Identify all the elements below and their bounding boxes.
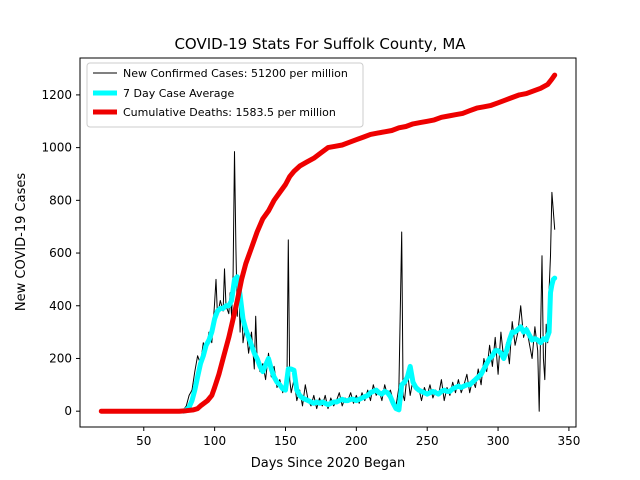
series-layer xyxy=(98,72,558,414)
legend-label-cumulative-deaths: Cumulative Deaths: 1583.5 per million xyxy=(123,106,336,119)
legend-label-new-cases: New Confirmed Cases: 51200 per million xyxy=(123,67,348,80)
chart-title: COVID-19 Stats For Suffolk County, MA xyxy=(174,35,466,53)
x-tick-label: 300 xyxy=(487,434,510,448)
x-tick-label: 200 xyxy=(345,434,368,448)
y-axis-label: New COVID-19 Cases xyxy=(14,173,29,311)
y-tick-label: 200 xyxy=(49,351,72,365)
x-tick-label: 150 xyxy=(274,434,297,448)
x-axis: 50 100 150 200 250 300 350 xyxy=(136,427,580,448)
x-tick-label: 350 xyxy=(557,434,580,448)
y-tick-label: 0 xyxy=(64,404,72,418)
x-tick-label: 50 xyxy=(136,434,151,448)
legend: New Confirmed Cases: 51200 per million 7… xyxy=(86,62,364,128)
series-7-day-average-line xyxy=(181,274,558,414)
plot-area: 50 100 150 200 250 300 350 0 200 400 600 800 1000 12… xyxy=(41,57,580,448)
x-tick-label: 100 xyxy=(203,434,226,448)
series-cumulative-deaths-line xyxy=(98,72,558,414)
legend-box xyxy=(86,62,364,128)
y-tick-label: 800 xyxy=(49,193,72,207)
y-tick-label: 1200 xyxy=(41,88,72,102)
legend-label-7-day-average: 7 Day Case Average xyxy=(123,87,235,100)
y-tick-label: 600 xyxy=(49,246,72,260)
y-tick-label: 400 xyxy=(49,299,72,313)
plot-frame xyxy=(79,57,577,428)
y-axis: 0 200 400 600 800 1000 1200 xyxy=(41,88,80,418)
x-axis-label: Days Since 2020 Began xyxy=(251,456,406,471)
y-tick-label: 1000 xyxy=(41,141,72,155)
series-new-cases-line xyxy=(100,151,556,412)
x-tick-label: 250 xyxy=(416,434,439,448)
